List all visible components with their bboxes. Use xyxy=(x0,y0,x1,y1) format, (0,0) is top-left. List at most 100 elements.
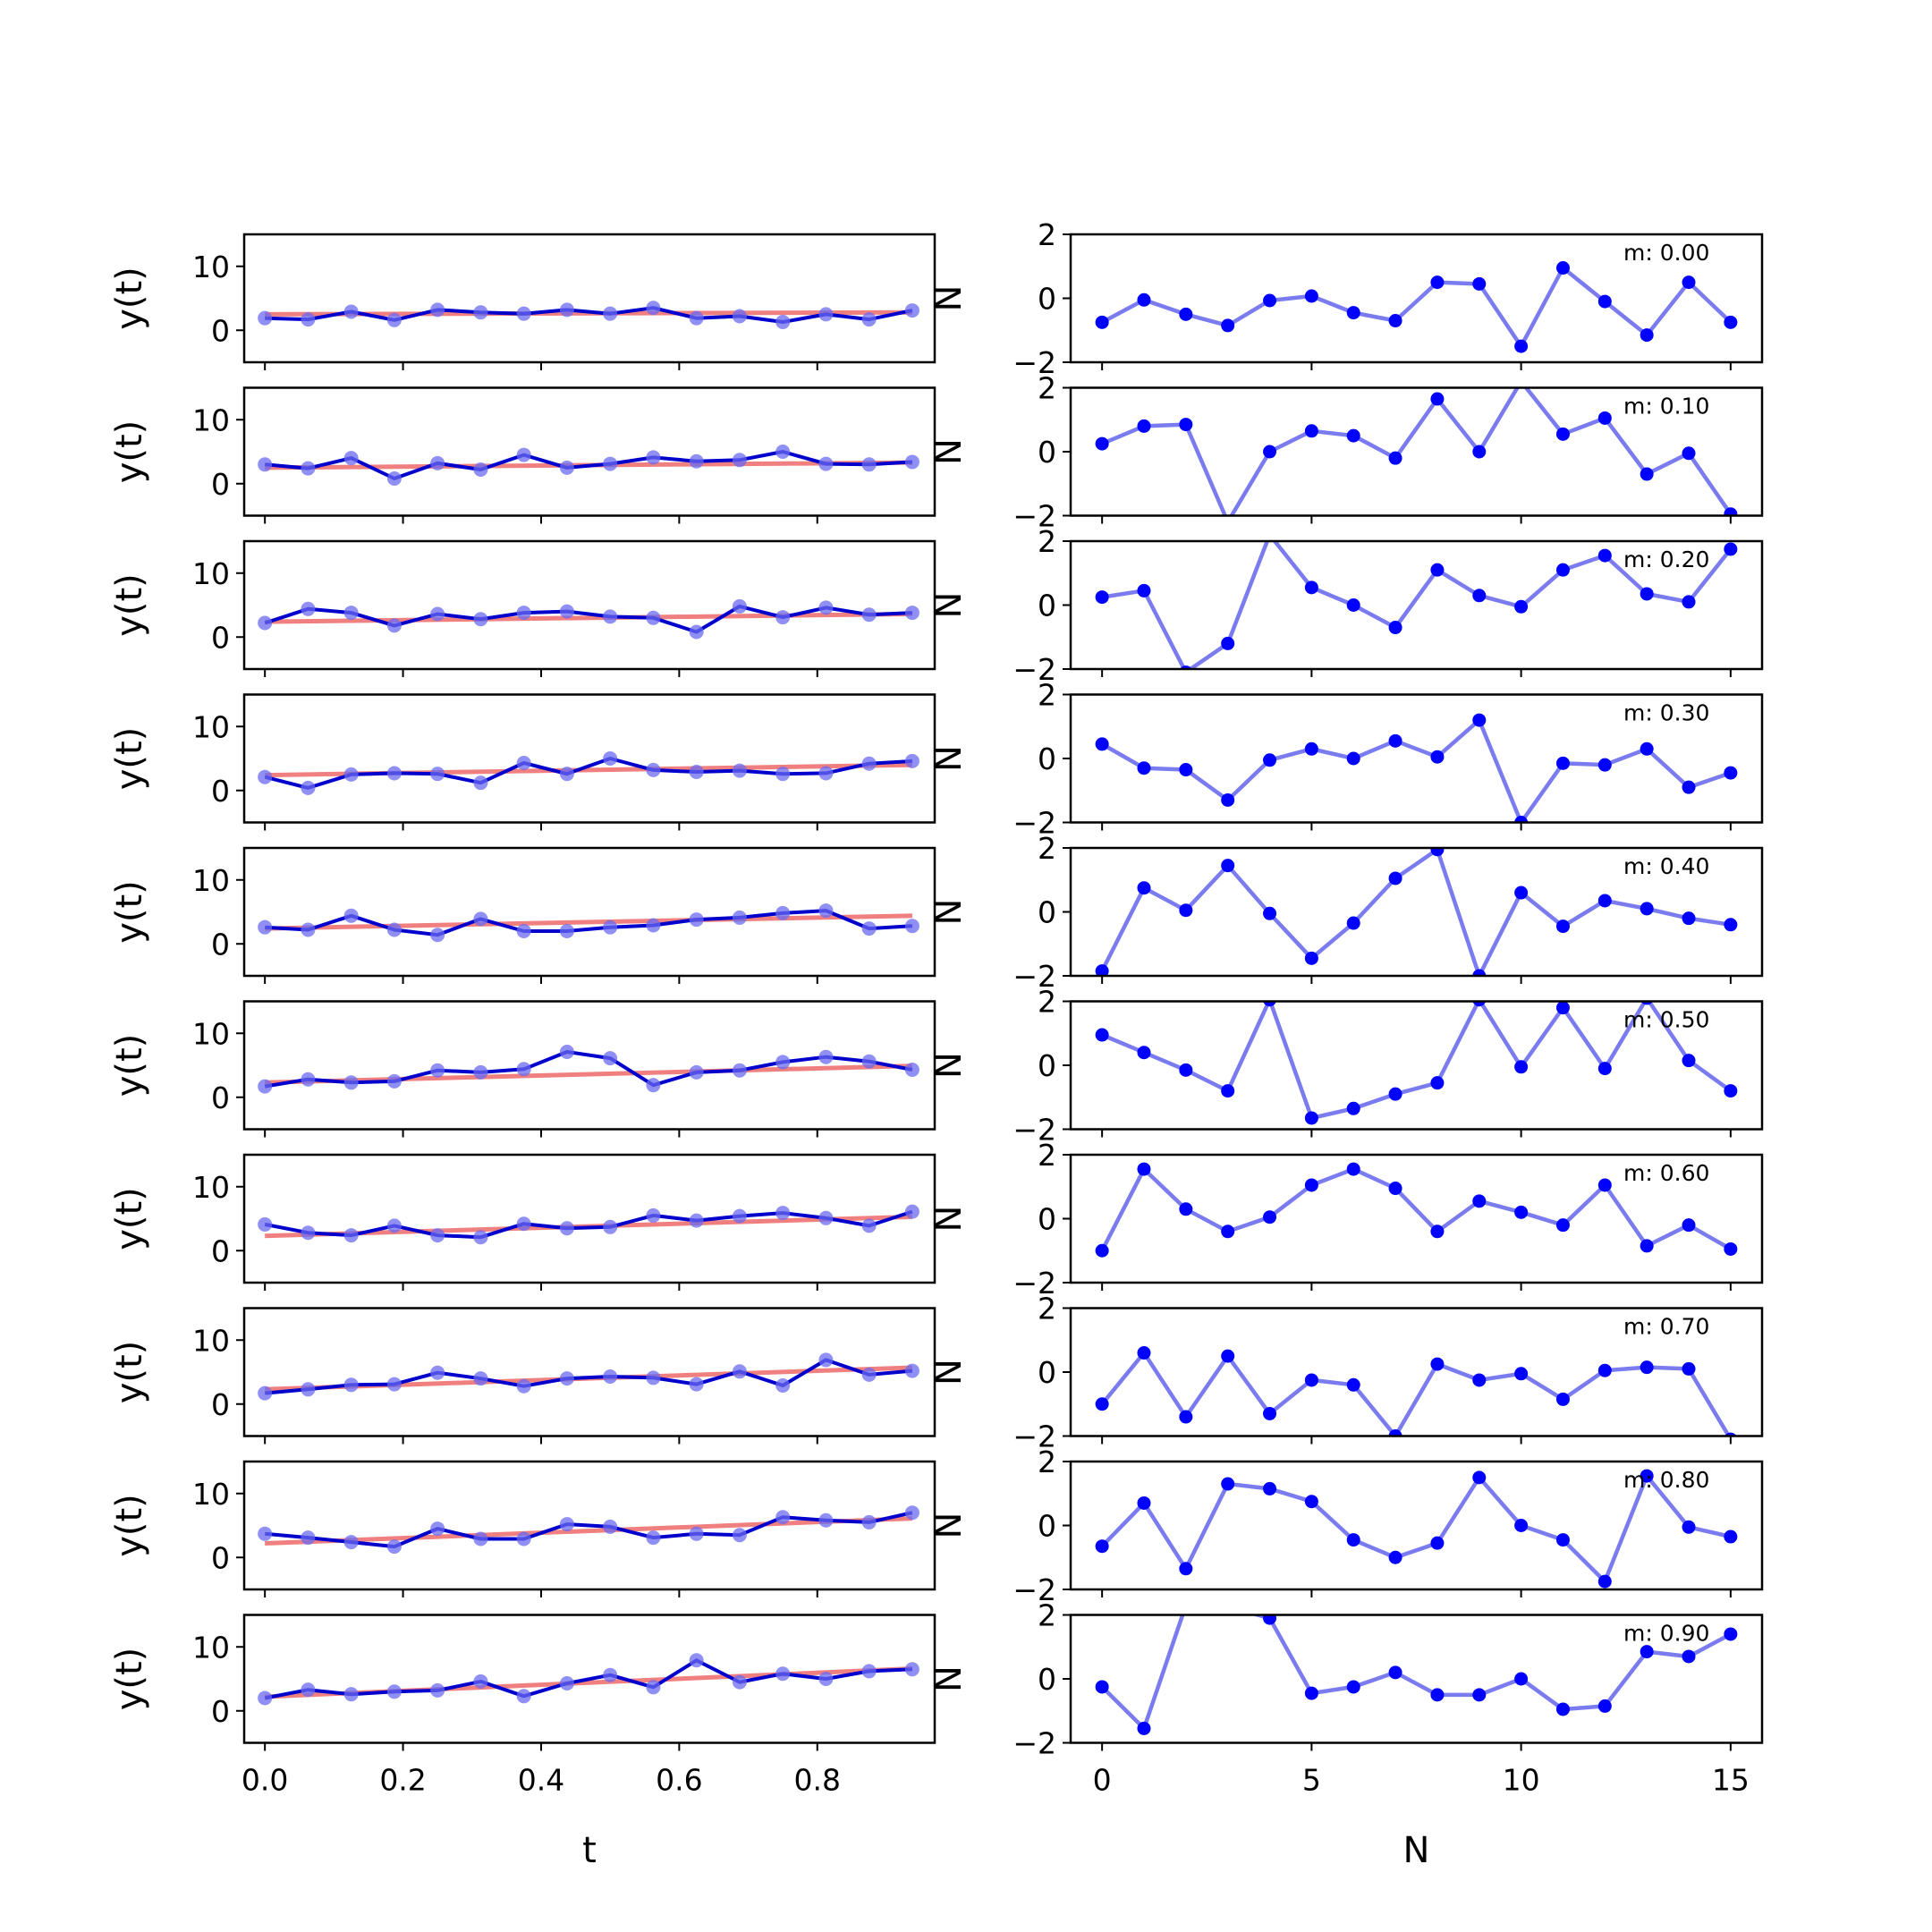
y-tick-label: 2 xyxy=(1038,678,1056,713)
residual-point xyxy=(1263,1210,1277,1224)
residual-point xyxy=(1514,339,1529,353)
y-tick-label: 2 xyxy=(1038,1598,1056,1633)
residual-point xyxy=(1346,1101,1360,1115)
series-point xyxy=(258,457,273,472)
residual-point xyxy=(1682,1361,1696,1376)
series-point xyxy=(301,312,316,327)
x-tick-label: 15 xyxy=(1712,1763,1750,1798)
residual-point xyxy=(1472,276,1487,291)
series-point xyxy=(732,309,747,324)
series-point xyxy=(646,301,661,316)
residual-line xyxy=(1100,848,1732,976)
y-tick-label: 0 xyxy=(1038,1355,1056,1390)
series-point xyxy=(818,1049,834,1064)
series-point xyxy=(559,923,574,938)
series-point xyxy=(343,908,359,923)
residual-point xyxy=(1304,1373,1318,1387)
residual-point xyxy=(1263,753,1277,767)
slope-annotation: m: 0.90 xyxy=(1623,1621,1709,1647)
residual-line xyxy=(1100,717,1732,823)
series-point xyxy=(343,1075,359,1090)
residual-point xyxy=(1263,1481,1277,1496)
series-point xyxy=(646,1530,661,1546)
residual-point xyxy=(1472,589,1487,603)
residual-point xyxy=(1095,1243,1109,1258)
y-tick-label: 0 xyxy=(211,1540,230,1575)
x-tick-label: 10 xyxy=(1503,1763,1540,1798)
series-point xyxy=(473,1674,488,1689)
series-point xyxy=(732,763,747,778)
series-point xyxy=(473,911,488,927)
residual-point xyxy=(1514,599,1529,614)
residual-line xyxy=(1100,1351,1732,1436)
series-point xyxy=(904,1505,919,1521)
series-point xyxy=(904,303,919,318)
series-point xyxy=(258,1385,273,1401)
residual-point xyxy=(1304,951,1318,965)
series-point xyxy=(775,905,791,920)
residual-point xyxy=(1555,1218,1570,1233)
residual-point xyxy=(1640,741,1654,756)
residual-point xyxy=(1263,1001,1276,1007)
series-point xyxy=(301,461,316,476)
series-line xyxy=(264,757,913,790)
residual-point xyxy=(1388,621,1402,635)
residual-point xyxy=(1304,289,1318,303)
series-point xyxy=(258,310,273,326)
residual-point xyxy=(1346,1680,1360,1694)
y-tick-label: 10 xyxy=(192,709,230,744)
residual-point xyxy=(1472,969,1487,976)
x-axis-label-t: t xyxy=(582,1830,597,1871)
residual-point xyxy=(1137,761,1151,775)
y-tick-label: 10 xyxy=(192,1477,230,1512)
series-point xyxy=(646,1208,661,1223)
overlapping-axis-label-fragment: N xyxy=(928,1206,970,1233)
residual-point xyxy=(1514,816,1529,823)
residual-line xyxy=(1100,1614,1732,1731)
residual-point xyxy=(1472,1470,1487,1485)
residual-point xyxy=(1724,918,1738,932)
residual-point xyxy=(1682,780,1696,794)
series-point xyxy=(775,314,791,329)
residual-point xyxy=(1221,1224,1235,1239)
series-point xyxy=(559,604,574,619)
series-point xyxy=(818,903,834,919)
y-tick-label: 2 xyxy=(1038,371,1056,406)
series-point xyxy=(343,767,359,782)
series-point xyxy=(689,624,704,640)
residual-point xyxy=(1724,766,1738,780)
residual-point xyxy=(1346,1533,1360,1547)
y-tick-label: 2 xyxy=(1038,985,1056,1020)
y-tick-label: −2 xyxy=(1013,499,1056,534)
series-point xyxy=(818,307,834,322)
y-tick-label: 0 xyxy=(1038,741,1056,776)
residual-point xyxy=(1221,318,1235,333)
fit-line xyxy=(265,1516,913,1546)
overlapping-axis-label-fragment: N xyxy=(928,438,970,465)
residual-point xyxy=(1221,792,1235,807)
series-point xyxy=(861,1664,877,1679)
residual-point xyxy=(1430,1076,1445,1090)
series-point xyxy=(559,302,574,318)
y-tick-label: −2 xyxy=(1013,1726,1056,1761)
residual-point xyxy=(1137,1162,1151,1176)
y-tick-label: 0 xyxy=(1038,282,1056,317)
series-point xyxy=(516,1062,531,1077)
y-tick-label: 2 xyxy=(1038,831,1056,866)
left-axes-frame xyxy=(242,693,936,824)
residual-point xyxy=(1095,1539,1109,1554)
series-point xyxy=(689,912,704,928)
series-point xyxy=(516,606,531,621)
series-point xyxy=(775,1378,791,1394)
y-tick-label: 2 xyxy=(1038,1292,1056,1326)
series-point xyxy=(258,919,273,935)
series-point xyxy=(603,306,618,321)
series-line xyxy=(265,450,913,480)
series-point xyxy=(258,1079,273,1094)
residual-point xyxy=(1180,665,1192,669)
series-point xyxy=(689,1526,704,1541)
series-point xyxy=(818,1672,834,1686)
series-point xyxy=(861,1514,877,1530)
series-point xyxy=(430,455,445,470)
slope-annotation: m: 0.80 xyxy=(1623,1467,1709,1493)
